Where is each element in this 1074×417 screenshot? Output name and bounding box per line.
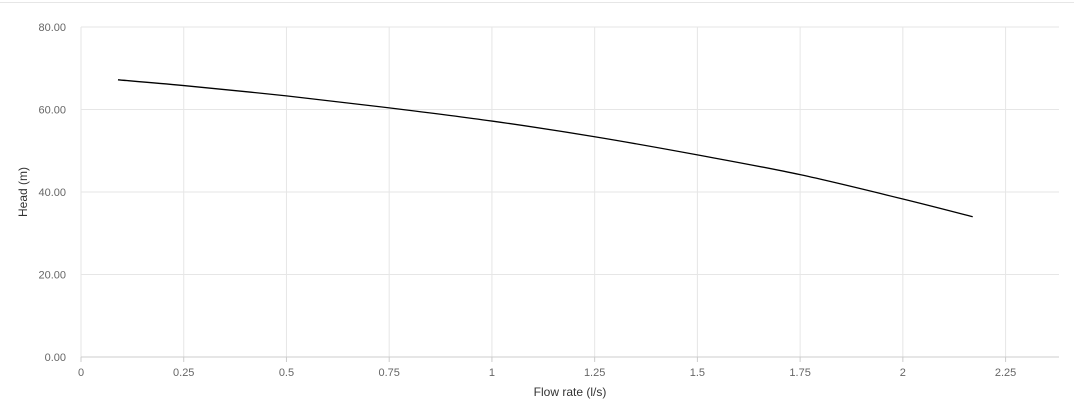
x-tick-label: 1 — [489, 367, 495, 379]
x-tick-label: 1.25 — [584, 367, 605, 379]
x-tick-label: 1.5 — [690, 367, 705, 379]
x-tick-label: 0 — [78, 367, 84, 379]
series-layer — [117, 79, 973, 218]
y-tick-label: 0.00 — [45, 352, 66, 364]
y-tick-label: 20.00 — [38, 270, 66, 282]
top-border — [0, 2, 1074, 3]
x-tick-label: 0.5 — [279, 367, 294, 379]
x-tick-label: 2 — [900, 367, 906, 379]
y-tick-label: 80.00 — [38, 22, 66, 34]
y-tick-label: 40.00 — [38, 187, 66, 199]
x-axis-title: Flow rate (l/s) — [534, 385, 607, 399]
x-tick-label: 2.25 — [995, 367, 1016, 379]
x-tick-label: 0.75 — [378, 367, 399, 379]
axes — [80, 27, 1059, 362]
series-line — [117, 79, 973, 218]
y-axis-title: Head (m) — [16, 167, 30, 217]
grid — [81, 26, 1059, 357]
tick-labels: 0 0.25 0.5 0.75 1 1.25 1.5 1.75 2 2.25 0.00 20.00 40… — [38, 22, 1016, 379]
x-tick-label: 1.75 — [789, 367, 810, 379]
x-tick-label: 0.25 — [173, 367, 194, 379]
y-tick-label: 60.00 — [38, 105, 66, 117]
